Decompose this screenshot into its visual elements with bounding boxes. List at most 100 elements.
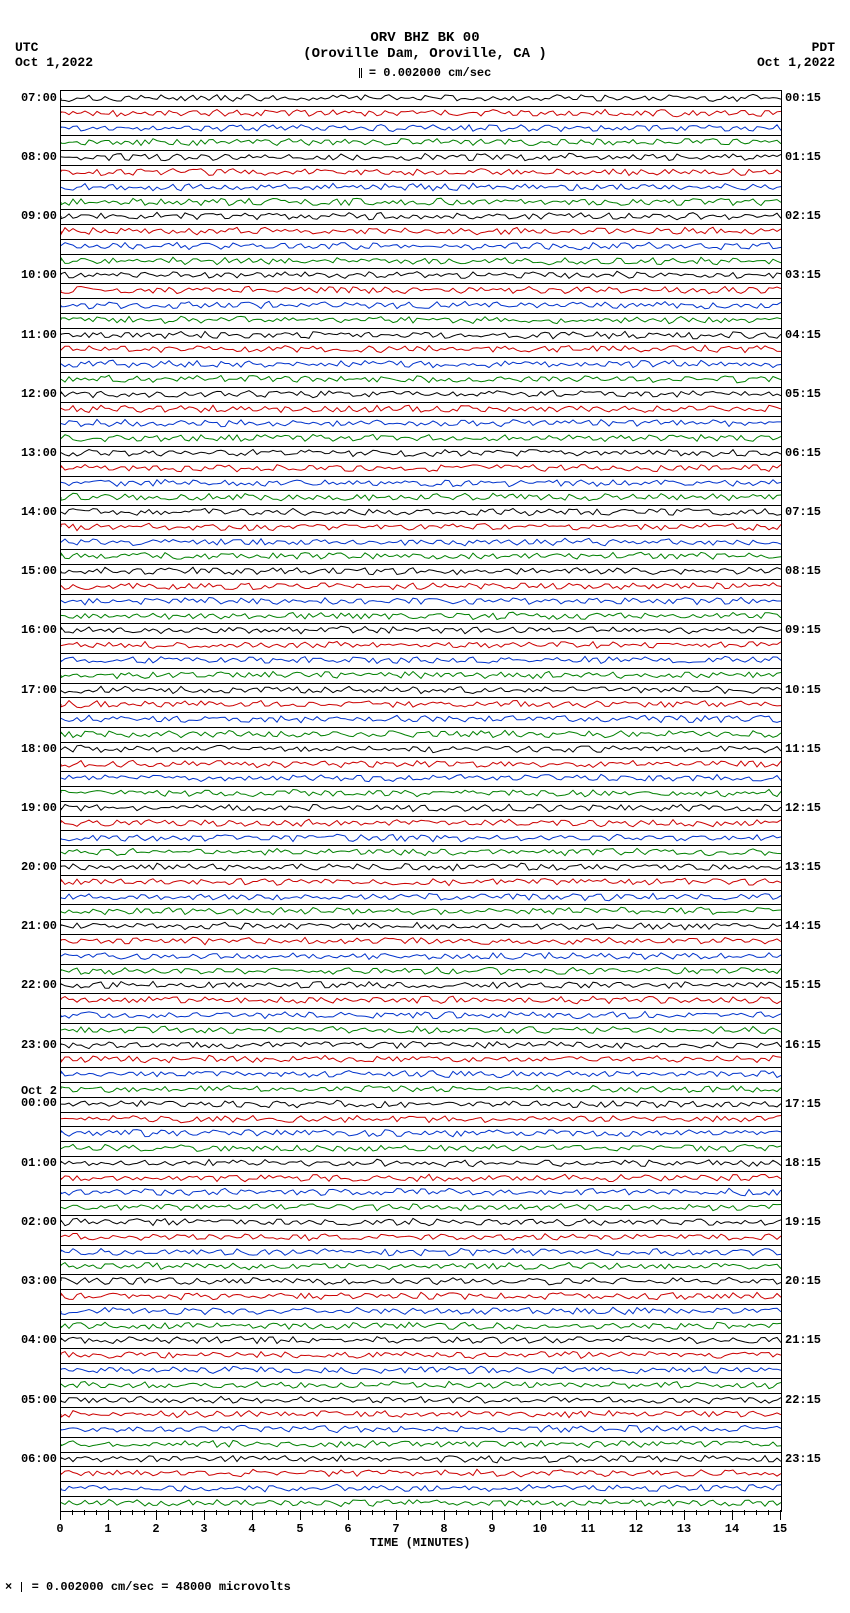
utc-time-label: 21:00 <box>21 919 61 933</box>
pdt-time-label: 22:15 <box>781 1393 821 1407</box>
x-tick-minor <box>660 1510 661 1515</box>
pdt-time-label: 18:15 <box>781 1156 821 1170</box>
x-tick-major <box>348 1510 349 1520</box>
x-tick-major <box>636 1510 637 1520</box>
x-tick-minor <box>420 1510 421 1515</box>
tz-left-label: UTC <box>15 40 93 55</box>
x-tick-minor <box>72 1510 73 1515</box>
x-tick-major <box>156 1510 157 1520</box>
x-tick-major <box>108 1510 109 1520</box>
pdt-time-label: 20:15 <box>781 1274 821 1288</box>
x-axis-title: TIME (MINUTES) <box>60 1536 780 1550</box>
utc-time-label: 07:00 <box>21 91 61 105</box>
tz-right-date: Oct 1,2022 <box>757 55 835 70</box>
utc-time-label: 05:00 <box>21 1393 61 1407</box>
scale-indicator-top: = 0.002000 cm/sec <box>0 66 850 80</box>
x-tick-minor <box>468 1510 469 1515</box>
pdt-time-label: 21:15 <box>781 1333 821 1347</box>
x-tick-minor <box>288 1510 289 1515</box>
x-tick-major <box>732 1510 733 1520</box>
x-tick-minor <box>768 1510 769 1515</box>
footer-text: = 0.002000 cm/sec = 48000 microvolts <box>24 1580 290 1594</box>
x-tick-minor <box>552 1510 553 1515</box>
x-tick-major <box>252 1510 253 1520</box>
footer-scale: × = 0.002000 cm/sec = 48000 microvolts <box>5 1580 291 1594</box>
station-location: (Oroville Dam, Oroville, CA ) <box>0 46 850 62</box>
x-tick-major <box>444 1510 445 1520</box>
x-tick-minor <box>648 1510 649 1515</box>
station-channel: ORV BHZ BK 00 <box>0 30 850 46</box>
x-tick-minor <box>756 1510 757 1515</box>
x-tick-minor <box>408 1510 409 1515</box>
x-tick-major <box>396 1510 397 1520</box>
x-tick-label: 4 <box>248 1522 255 1536</box>
x-tick-major <box>60 1510 61 1520</box>
tz-right-label: PDT <box>757 40 835 55</box>
x-tick-minor <box>612 1510 613 1515</box>
x-tick-label: 1 <box>104 1522 111 1536</box>
x-tick-major <box>492 1510 493 1520</box>
utc-time-label: 12:00 <box>21 387 61 401</box>
x-tick-minor <box>456 1510 457 1515</box>
header: ORV BHZ BK 00 (Oroville Dam, Oroville, C… <box>0 0 850 80</box>
x-tick-label: 10 <box>533 1522 547 1536</box>
x-tick-minor <box>516 1510 517 1515</box>
timezone-right: PDT Oct 1,2022 <box>757 40 835 70</box>
x-tick-minor <box>504 1510 505 1515</box>
x-tick-minor <box>624 1510 625 1515</box>
utc-time-label: 15:00 <box>21 564 61 578</box>
x-tick-minor <box>180 1510 181 1515</box>
utc-time-label: 16:00 <box>21 623 61 637</box>
utc-time-label: 10:00 <box>21 268 61 282</box>
pdt-time-label: 07:15 <box>781 505 821 519</box>
pdt-time-label: 11:15 <box>781 742 821 756</box>
x-tick-minor <box>528 1510 529 1515</box>
pdt-time-label: 01:15 <box>781 150 821 164</box>
x-tick-label: 2 <box>152 1522 159 1536</box>
x-tick-major <box>588 1510 589 1520</box>
pdt-time-label: 14:15 <box>781 919 821 933</box>
timezone-left: UTC Oct 1,2022 <box>15 40 93 70</box>
x-tick-minor <box>192 1510 193 1515</box>
x-tick-label: 13 <box>677 1522 691 1536</box>
scale-text: = 0.002000 cm/sec <box>362 66 492 80</box>
utc-time-label: 13:00 <box>21 446 61 460</box>
x-tick-minor <box>744 1510 745 1515</box>
x-tick-label: 6 <box>344 1522 351 1536</box>
pdt-time-label: 05:15 <box>781 387 821 401</box>
footer-prefix: × <box>5 1580 12 1594</box>
utc-time-label: 19:00 <box>21 801 61 815</box>
utc-time-label: 03:00 <box>21 1274 61 1288</box>
x-tick-minor <box>264 1510 265 1515</box>
x-tick-minor <box>576 1510 577 1515</box>
pdt-time-label: 00:15 <box>781 91 821 105</box>
x-tick-minor <box>360 1510 361 1515</box>
x-tick-minor <box>144 1510 145 1515</box>
pdt-time-label: 16:15 <box>781 1038 821 1052</box>
pdt-time-label: 23:15 <box>781 1452 821 1466</box>
x-tick-minor <box>372 1510 373 1515</box>
x-tick-minor <box>600 1510 601 1515</box>
utc-time-label: 22:00 <box>21 978 61 992</box>
utc-time-label: 09:00 <box>21 209 61 223</box>
utc-time-label: 08:00 <box>21 150 61 164</box>
x-tick-major <box>300 1510 301 1520</box>
utc-time-label: 01:00 <box>21 1156 61 1170</box>
x-tick-label: 14 <box>725 1522 739 1536</box>
utc-time-label: 18:00 <box>21 742 61 756</box>
x-tick-minor <box>708 1510 709 1515</box>
x-tick-major <box>780 1510 781 1520</box>
pdt-time-label: 04:15 <box>781 328 821 342</box>
x-tick-label: 11 <box>581 1522 595 1536</box>
x-tick-label: 3 <box>200 1522 207 1536</box>
utc-time-label: 23:00 <box>21 1038 61 1052</box>
pdt-time-label: 06:15 <box>781 446 821 460</box>
pdt-time-label: 15:15 <box>781 978 821 992</box>
utc-time-label: Oct 200:00 <box>21 1085 61 1109</box>
utc-time-label: 14:00 <box>21 505 61 519</box>
pdt-time-label: 08:15 <box>781 564 821 578</box>
x-tick-label: 5 <box>296 1522 303 1536</box>
x-axis: TIME (MINUTES) 0123456789101112131415 <box>60 1510 780 1550</box>
x-tick-label: 9 <box>488 1522 495 1536</box>
pdt-time-label: 13:15 <box>781 860 821 874</box>
